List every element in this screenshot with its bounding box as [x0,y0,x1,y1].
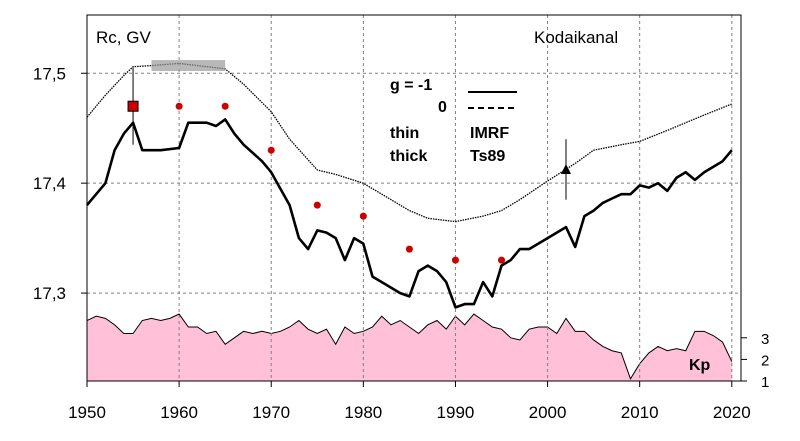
legend-text-ts89: Ts89 [470,148,505,165]
y-tick-label: 17,4 [33,174,66,193]
data-point [175,102,183,110]
kp-tick-label: 2 [761,352,769,369]
x-tick-label: 2000 [529,403,567,422]
legend-text-thick: thick [390,148,427,165]
grid [87,15,741,381]
triangle-marker [560,163,571,174]
y-axis-label: Rc, GV [96,28,151,47]
data-point [451,256,459,264]
kp-panel [86,313,733,381]
x-tick-label: 2010 [621,403,659,422]
data-point [359,212,367,220]
x-tick-label: 1980 [344,403,382,422]
kp-label: Kp [689,357,711,374]
legend-text-zero: 0 [438,99,447,116]
kp-tick-label: 1 [761,374,769,391]
axis-ticks: 1950 1960 1970 1980 1990 2000 2010 2020 17,3 17,4… [33,64,769,422]
uncertainty-band [151,60,226,72]
series [86,60,733,309]
square-marker [127,100,139,112]
x-tick-label: 1960 [160,403,198,422]
y-tick-label: 17,3 [33,284,66,303]
data-point [498,256,506,264]
kp-line [86,313,733,380]
data-point [267,146,275,154]
series-line-thin [86,62,733,223]
x-tick-label: 1970 [252,403,290,422]
kp-tick-label: 3 [761,331,769,348]
legend-text-imrf: IMRF [470,125,509,142]
legend-text-thin: thin [390,125,419,142]
markers [127,67,571,264]
y-tick-label: 17,5 [33,64,66,83]
x-tick-label: 1990 [437,403,475,422]
series-line-thick [86,118,733,309]
data-point [221,102,229,110]
legend-text-g-minus-1: g = -1 [390,77,432,94]
x-tick-label: 1950 [68,403,106,422]
kp-area [87,314,732,381]
data-point [313,201,321,209]
data-point [405,245,413,253]
plot-frame [86,14,742,382]
legend: g = -1 0 thin IMRF thick Ts89 [390,77,517,165]
chart-title: Kodaikanal [534,28,618,47]
x-tick-label: 2020 [713,403,751,422]
